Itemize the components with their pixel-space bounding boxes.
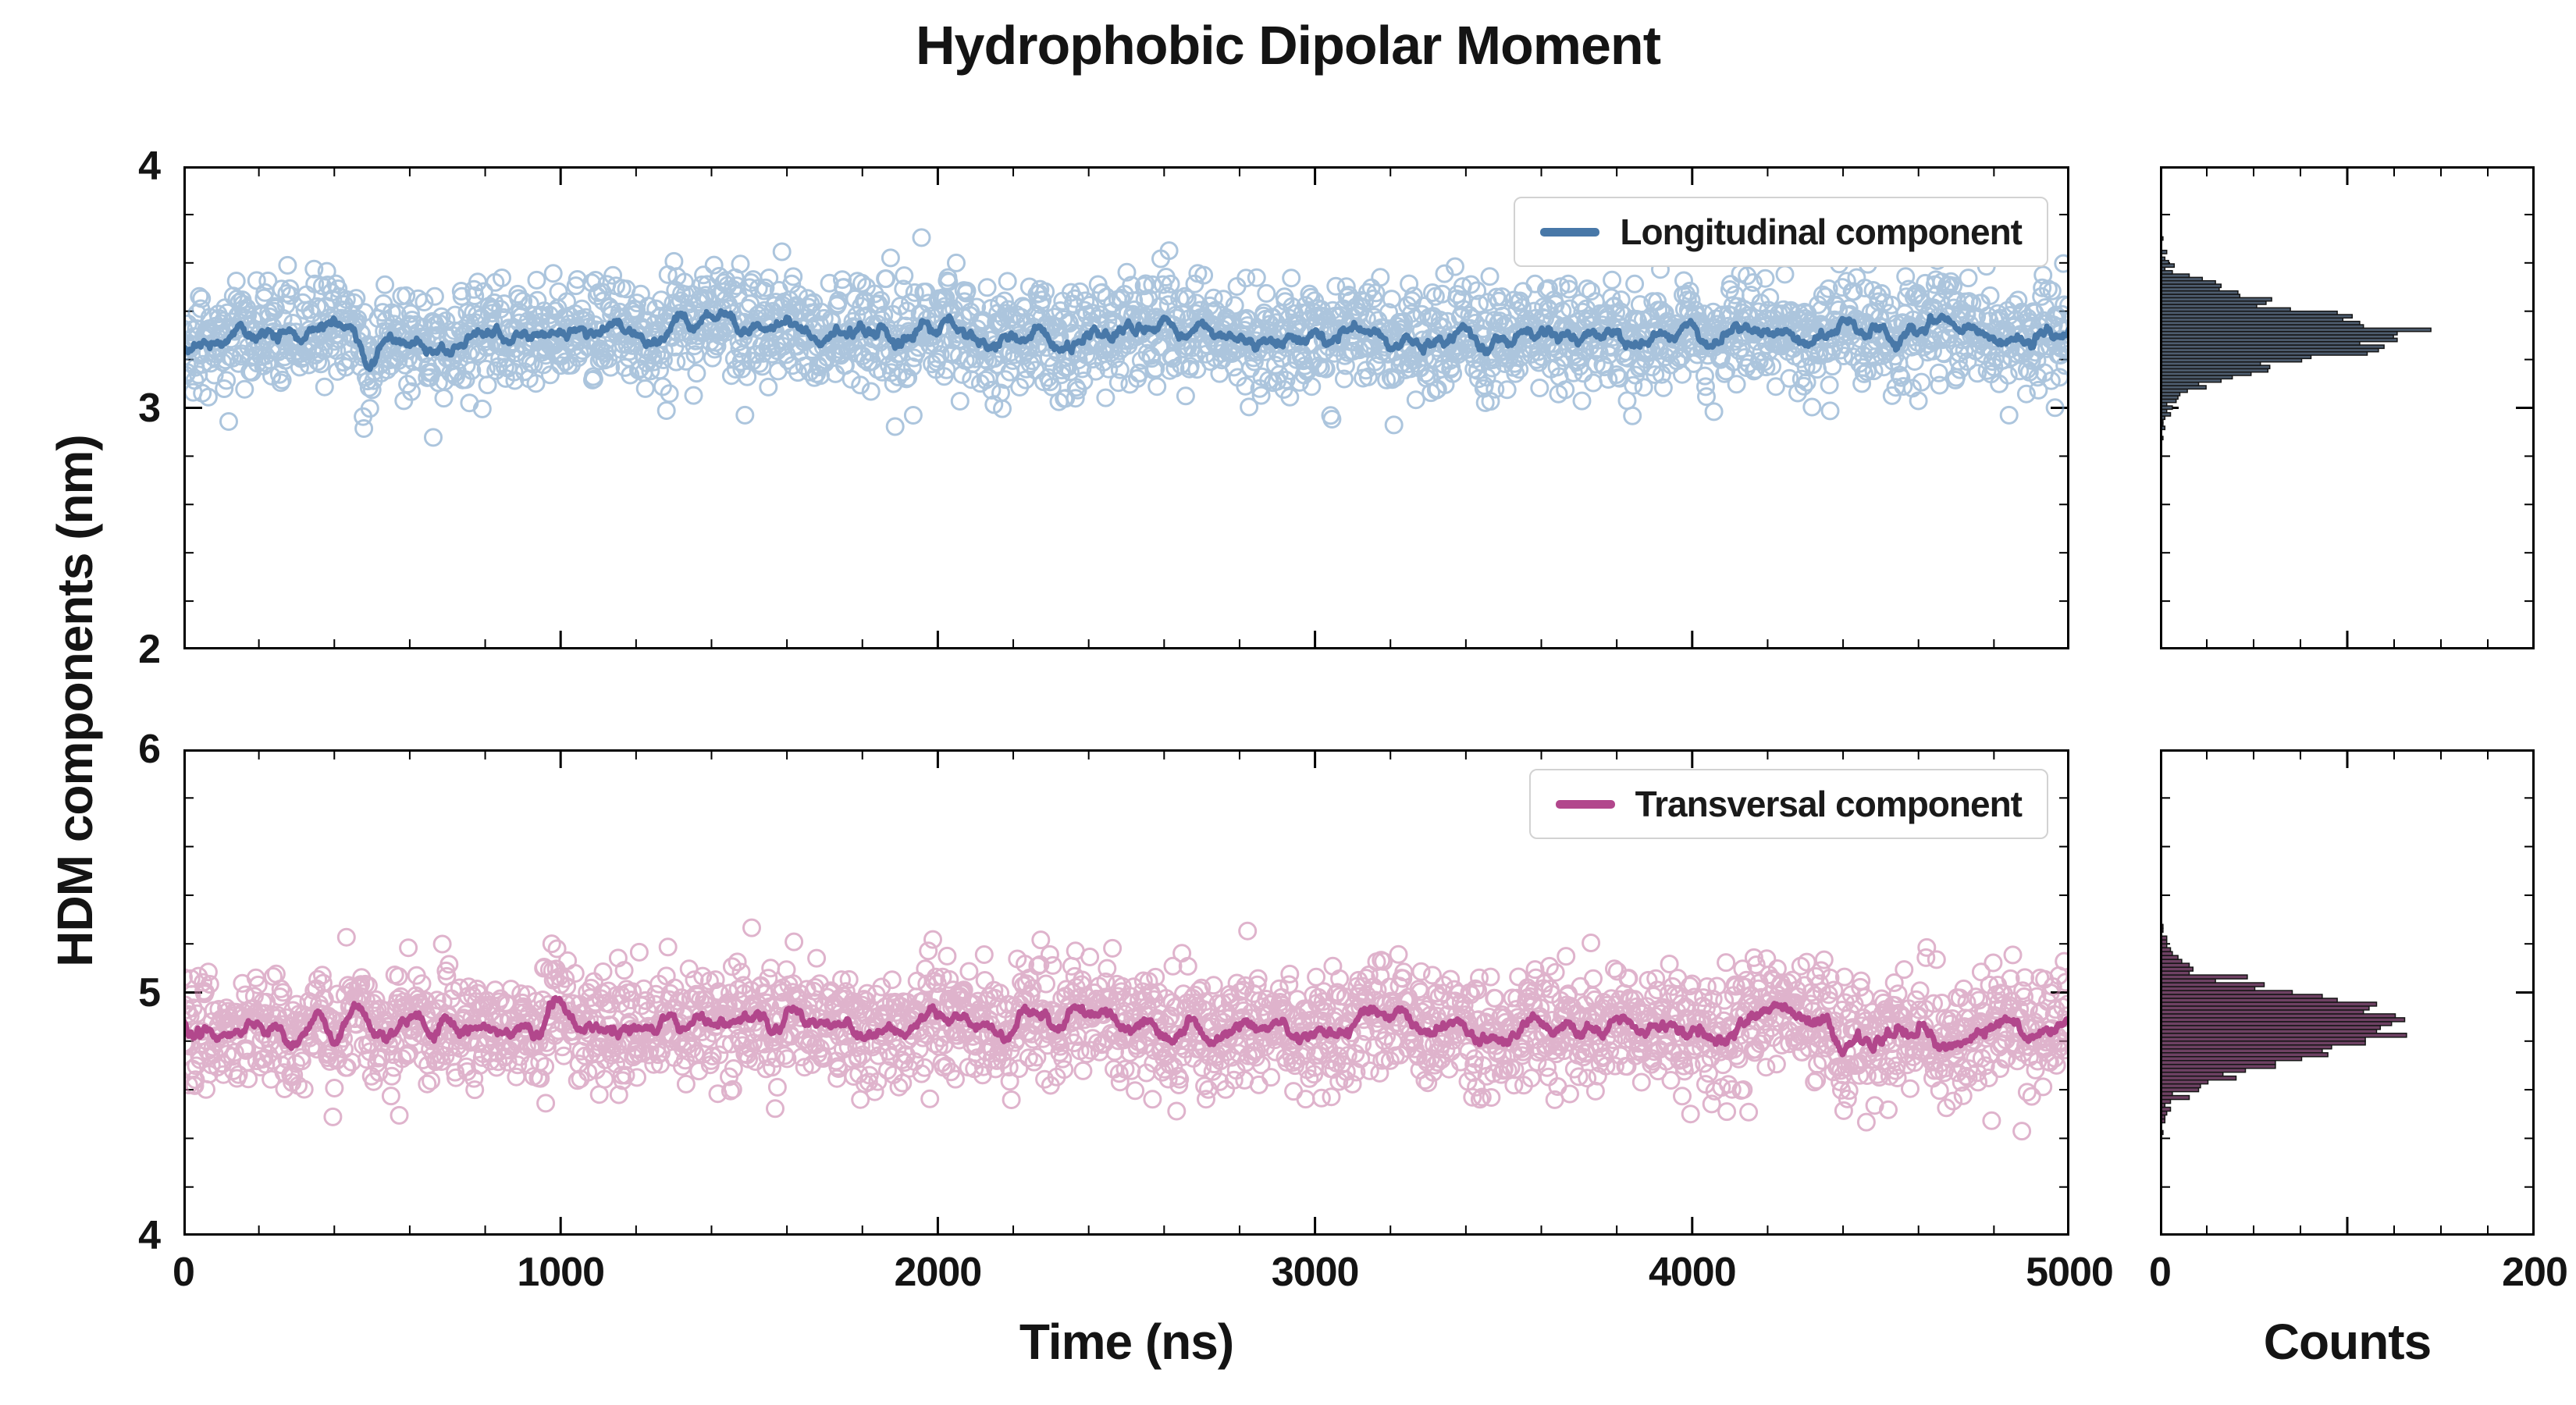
shared-y-axis-label: HDM components (nm) xyxy=(47,435,103,967)
tick-label: 4000 xyxy=(1648,1250,1737,1295)
tick-label: 3000 xyxy=(1271,1250,1360,1295)
legend-label-longitudinal: Longitudinal component xyxy=(1620,212,2023,252)
scatter-plot-transversal xyxy=(183,749,2069,1236)
x-axis-label-time: Time (ns) xyxy=(1019,1314,1234,1370)
tick-label: 4 xyxy=(138,1213,161,1258)
histogram-panel-longitudinal xyxy=(2160,166,2535,649)
legend-line-sample-longitudinal xyxy=(1540,227,1600,237)
tick-label: 6 xyxy=(138,727,161,772)
tick-label: 1000 xyxy=(517,1250,605,1295)
histogram-panel-transversal xyxy=(2160,749,2535,1236)
legend-line-sample-transversal xyxy=(1555,799,1615,809)
scatter-plot-longitudinal xyxy=(183,166,2069,649)
tick-label: 0 xyxy=(173,1250,195,1295)
figure-title: Hydrophobic Dipolar Moment xyxy=(916,15,1661,76)
tick-label: 2000 xyxy=(894,1250,983,1295)
legend-transversal: Transversal component xyxy=(1528,769,2048,839)
tick-label: 5 xyxy=(138,969,161,1016)
tick-label: 4 xyxy=(138,144,161,189)
tick-label: 5000 xyxy=(2026,1250,2114,1295)
legend-longitudinal: Longitudinal component xyxy=(1514,197,2048,267)
tick-label: 2 xyxy=(138,627,161,672)
x-axis-label-counts: Counts xyxy=(2263,1314,2432,1370)
legend-label-transversal: Transversal component xyxy=(1635,784,2023,824)
histogram-longitudinal xyxy=(2160,166,2535,649)
tick-label: 200 xyxy=(2502,1250,2568,1295)
tick-label: 0 xyxy=(2149,1250,2172,1295)
histogram-transversal xyxy=(2160,749,2535,1236)
tick-label: 3 xyxy=(138,385,161,431)
